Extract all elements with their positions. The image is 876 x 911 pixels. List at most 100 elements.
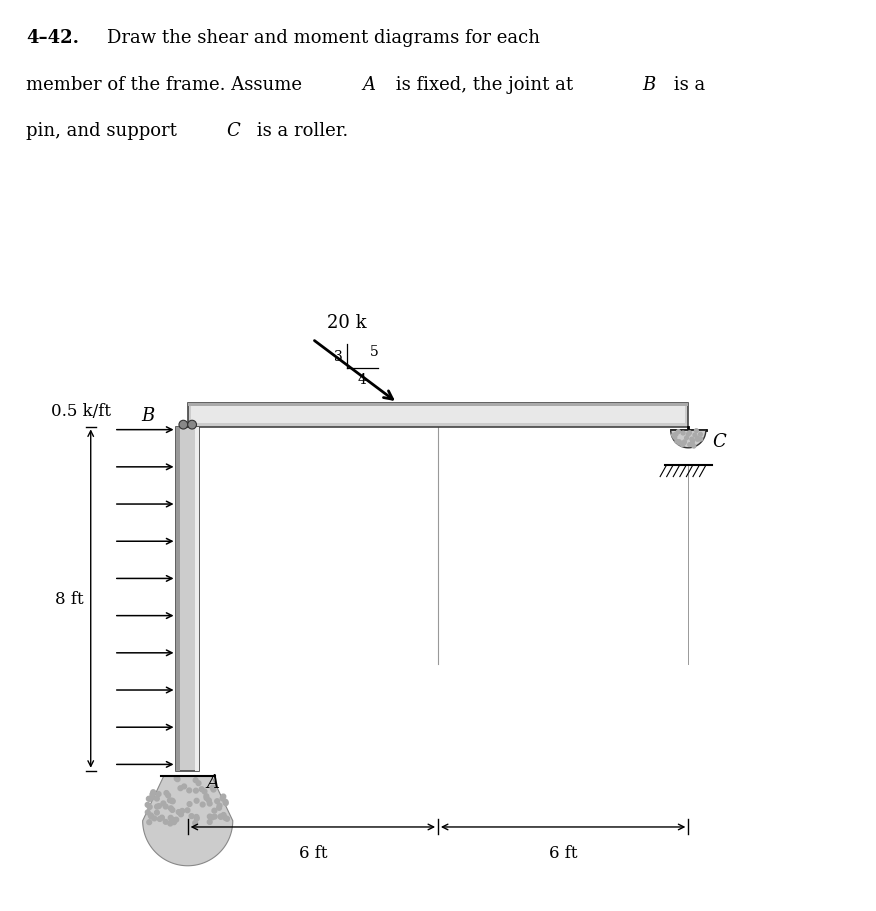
Text: A: A <box>207 773 220 792</box>
Circle shape <box>196 781 201 785</box>
Text: 3: 3 <box>334 350 343 363</box>
Circle shape <box>194 778 198 783</box>
Circle shape <box>182 784 187 789</box>
Circle shape <box>204 796 208 801</box>
Circle shape <box>217 804 222 808</box>
Circle shape <box>212 808 216 814</box>
Circle shape <box>677 442 682 445</box>
Polygon shape <box>176 427 199 771</box>
Circle shape <box>688 432 691 435</box>
Circle shape <box>208 814 212 819</box>
Circle shape <box>169 798 174 804</box>
Text: Draw the shear and moment diagrams for each: Draw the shear and moment diagrams for e… <box>107 29 540 46</box>
Circle shape <box>176 810 181 814</box>
Polygon shape <box>671 431 706 448</box>
Circle shape <box>185 808 190 813</box>
Circle shape <box>696 438 699 442</box>
Circle shape <box>677 440 682 444</box>
Circle shape <box>673 435 676 440</box>
Circle shape <box>202 789 207 794</box>
Circle shape <box>194 814 199 819</box>
Circle shape <box>223 815 228 820</box>
Circle shape <box>189 814 194 819</box>
Circle shape <box>159 815 165 820</box>
Circle shape <box>168 821 173 826</box>
Circle shape <box>691 439 695 443</box>
Text: 6 ft: 6 ft <box>549 844 577 862</box>
Circle shape <box>174 776 179 781</box>
Circle shape <box>169 818 174 824</box>
Circle shape <box>187 421 196 430</box>
Circle shape <box>208 820 212 824</box>
Polygon shape <box>187 404 689 407</box>
Circle shape <box>164 791 169 795</box>
Circle shape <box>178 786 183 791</box>
Circle shape <box>147 796 152 802</box>
Polygon shape <box>187 404 689 427</box>
Text: is a roller.: is a roller. <box>251 122 349 140</box>
Circle shape <box>672 434 675 437</box>
Circle shape <box>170 799 175 804</box>
Circle shape <box>155 804 159 809</box>
Circle shape <box>187 802 192 806</box>
Circle shape <box>690 437 694 442</box>
Circle shape <box>201 803 205 807</box>
Circle shape <box>200 787 204 792</box>
Circle shape <box>154 796 159 801</box>
Text: 6 ft: 6 ft <box>299 844 327 862</box>
Circle shape <box>220 796 225 801</box>
Text: C: C <box>712 432 726 450</box>
Circle shape <box>222 813 226 817</box>
Circle shape <box>696 436 699 441</box>
Circle shape <box>675 440 679 444</box>
Circle shape <box>150 795 154 800</box>
Polygon shape <box>176 427 180 771</box>
Circle shape <box>156 792 161 796</box>
Circle shape <box>676 430 681 434</box>
Circle shape <box>698 433 703 436</box>
Circle shape <box>681 444 684 447</box>
Circle shape <box>163 804 168 809</box>
Circle shape <box>218 814 223 819</box>
Text: 5: 5 <box>370 344 378 359</box>
Polygon shape <box>143 776 233 865</box>
Circle shape <box>207 798 211 803</box>
Circle shape <box>225 816 230 822</box>
Circle shape <box>157 804 161 809</box>
Text: member of the frame. Assume: member of the frame. Assume <box>26 76 308 94</box>
Text: is fixed, the joint at: is fixed, the joint at <box>390 76 579 94</box>
Polygon shape <box>195 427 199 771</box>
Circle shape <box>173 817 179 822</box>
Circle shape <box>212 814 217 819</box>
Circle shape <box>149 814 153 819</box>
Circle shape <box>223 800 228 804</box>
Text: 8 ft: 8 ft <box>54 590 83 608</box>
Circle shape <box>179 812 183 817</box>
Circle shape <box>147 820 152 824</box>
Circle shape <box>208 802 212 806</box>
Circle shape <box>692 445 696 448</box>
Circle shape <box>687 433 690 436</box>
Circle shape <box>216 805 222 810</box>
Circle shape <box>187 788 192 793</box>
Circle shape <box>163 820 168 824</box>
Circle shape <box>194 799 199 804</box>
Text: 4–42.: 4–42. <box>26 29 80 46</box>
Circle shape <box>152 816 157 821</box>
Circle shape <box>170 799 175 804</box>
Circle shape <box>695 429 698 433</box>
Circle shape <box>180 809 185 814</box>
Text: pin, and support: pin, and support <box>26 122 183 140</box>
Circle shape <box>682 442 686 445</box>
Polygon shape <box>191 407 685 424</box>
Circle shape <box>223 801 228 805</box>
Circle shape <box>168 815 173 820</box>
Circle shape <box>675 433 678 436</box>
Circle shape <box>699 437 703 442</box>
Circle shape <box>168 806 173 811</box>
Text: 4: 4 <box>358 373 367 386</box>
Text: C: C <box>226 122 240 140</box>
Circle shape <box>690 442 694 445</box>
Circle shape <box>150 792 155 797</box>
Text: B: B <box>642 76 655 94</box>
